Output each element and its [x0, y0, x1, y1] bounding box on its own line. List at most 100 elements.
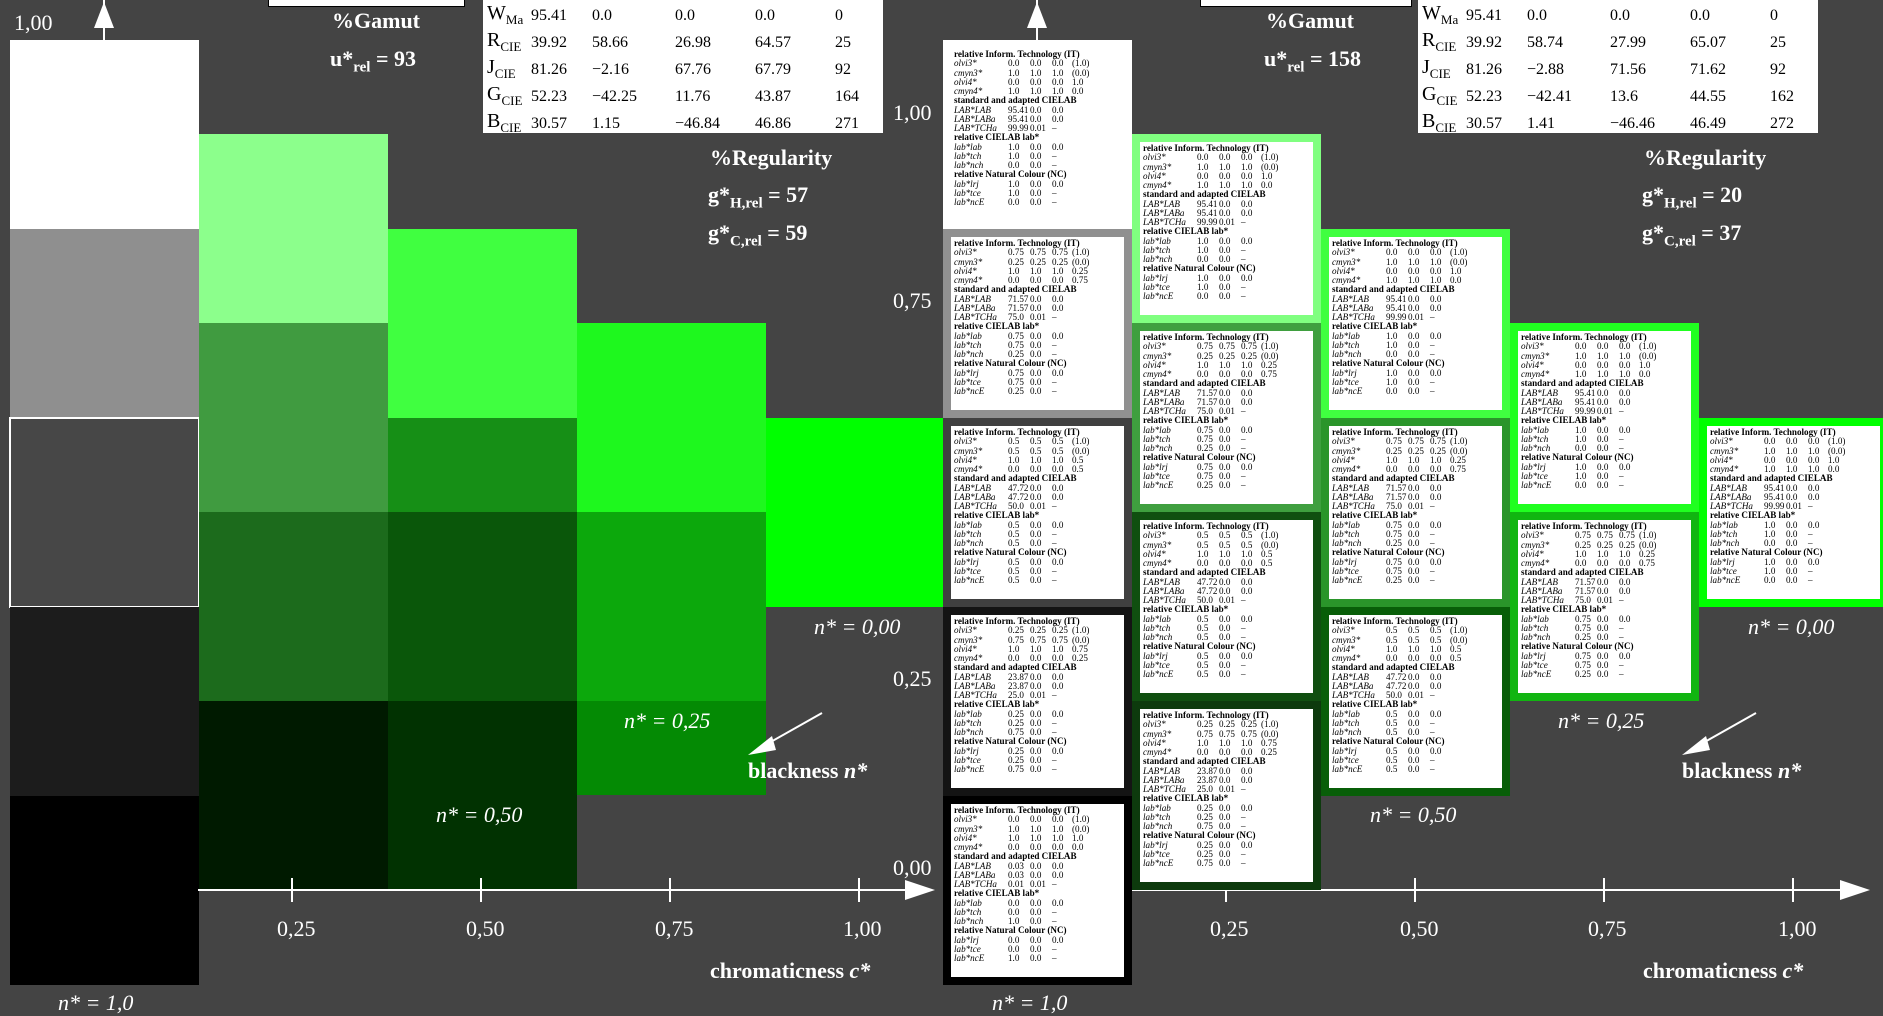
card-row: lab*tce 1.0 0.0– — [1710, 565, 1813, 576]
card-heading: relative Natural Colour (NC) — [1143, 263, 1256, 274]
card-row: lab*tce 0.75 0.0– — [1143, 470, 1246, 481]
table-cell: −2.16 — [592, 61, 630, 78]
card-heading: relative Natural Colour (NC) — [954, 169, 1067, 180]
card-heading: relative CIELAB lab* — [954, 510, 1040, 521]
card-row: olvi4* 1.0 1.0 1.0 0.25 — [1143, 359, 1277, 370]
table-cell: 92 — [835, 61, 851, 78]
patch-c4-r0 — [766, 418, 955, 607]
patch-c3-r0 — [577, 323, 766, 512]
card-row: lab*tch 1.0 0.0– — [1332, 339, 1435, 350]
card-row: lab*lab 1.0 0.0 0.0 — [1143, 235, 1253, 246]
card-row: cmyn4* 0.0 0.0 0.0 0.5 — [954, 463, 1084, 474]
card-row: olvi4* 1.0 1.0 1.0 0.75 — [1143, 737, 1277, 748]
blackness-label-left: blackness n* — [748, 758, 868, 783]
card-c1-r1: relative Inform. Technology (IT) olvi3* 0.… — [1140, 331, 1313, 504]
y-axis-left-arrow — [94, 2, 114, 28]
left-gamut-label: %Gamut — [332, 8, 420, 33]
card-heading: relative Inform. Technology (IT) — [1521, 521, 1647, 531]
card-row: lab*nch 0.75 0.0– — [1143, 820, 1246, 831]
card-row: lab*ncE 0.0 0.0– — [1710, 574, 1813, 585]
card-c1-r0: relative Inform. Technology (IT) olvi3* 0.… — [1140, 142, 1313, 315]
card-c1-r3: relative Inform. Technology (IT) olvi3* 0.… — [1140, 709, 1313, 882]
card-row: cmyn4* 0.0 0.0 0.0 0.75 — [1332, 463, 1466, 474]
card-row: olvi4* 0.0 0.0 0.0 1.0 — [1143, 170, 1273, 181]
card-row: cmyn4* 0.0 0.0 0.0 0.75 — [1143, 368, 1277, 379]
card-c2-r0: relative Inform. Technology (IT) olvi3* 0.… — [1329, 237, 1502, 410]
card-row: lab*tce 0.25 0.0– — [1143, 848, 1246, 859]
card-c0-r4: relative Inform. Technology (IT) olvi3* 0.… — [951, 804, 1124, 977]
y-tick-025: 0,25 — [893, 666, 932, 691]
card-heading: relative Natural Colour (NC) — [954, 736, 1067, 747]
table-cell: 0 — [835, 7, 843, 24]
card-heading: relative Inform. Technology (IT) — [1332, 427, 1458, 437]
blackness-arrowhead-right — [1682, 736, 1710, 755]
card-row: lab*nch 0.5 0.0– — [1143, 631, 1246, 642]
card-heading: standard and adapted CIELAB — [1143, 567, 1266, 578]
card-row: lab*lrj 0.75 0.0 0.0 — [954, 367, 1064, 378]
card-row: lab*lab 0.75 0.0 0.0 — [1143, 424, 1253, 435]
card-row: lab*nch 0.0 0.0– — [1143, 253, 1246, 264]
card-row: LAB*LABa 71.57 0.0 0.0 — [1521, 585, 1631, 596]
patch-c3-r2 — [577, 701, 766, 795]
table-row: BCIE 30.57 1.41 −46.46 46.49 272 — [1418, 110, 1818, 137]
table-cell: 65.07 — [1690, 34, 1726, 51]
card-heading: relative Natural Colour (NC) — [1332, 736, 1445, 747]
card-row: LAB*TCHa 75.0 0.01– — [1332, 500, 1435, 511]
table-cell: 25 — [835, 34, 851, 51]
n000-left: n* = 0,00 — [814, 614, 901, 639]
card-row: LAB*LABa 0.03 0.0 0.0 — [954, 869, 1064, 880]
card-row: lab*tch 1.0 0.0– — [1521, 433, 1624, 444]
table-cell: 58.74 — [1527, 34, 1563, 51]
n050-right: n* = 0,50 — [1370, 802, 1457, 827]
card-row: lab*nch 0.5 0.0– — [954, 537, 1057, 548]
table-row: GCIE 52.23 −42.25 11.76 43.87 164 — [483, 83, 883, 110]
x-tick-100-right: 1,00 — [1778, 916, 1817, 941]
table-cell: 0.0 — [592, 7, 612, 24]
table-row-key: JCIE — [487, 56, 516, 81]
card-heading: standard and adapted CIELAB — [954, 662, 1077, 673]
card-row: lab*lrj 0.25 0.0 0.0 — [1143, 839, 1253, 850]
card-heading: relative CIELAB lab* — [1332, 510, 1418, 521]
card-heading: standard and adapted CIELAB — [1143, 756, 1266, 767]
card-row: lab*tch 0.5 0.0– — [1143, 622, 1246, 633]
card-heading: relative Inform. Technology (IT) — [1143, 521, 1269, 531]
card-row: LAB*LAB 95.41 0.0 0.0 — [1143, 198, 1253, 209]
left-gH-rel: g*H,rel = 57 — [708, 182, 809, 212]
card-row: lab*nch 0.0 0.0– — [1710, 537, 1813, 548]
card-row: lab*tce 1.0 0.0– — [1143, 281, 1246, 292]
card-row: lab*lrj 1.0 0.0 0.0 — [1332, 367, 1442, 378]
table-row: GCIE 52.23 −42.41 13.6 44.55 162 — [1418, 83, 1818, 110]
table-row-key: BCIE — [487, 110, 522, 135]
card-row: lab*tce 0.5 0.0– — [954, 565, 1057, 576]
card-row: cmyn4* 0.0 0.0 0.0 0.5 — [1143, 557, 1273, 568]
card-row: olvi3* 0.0 0.0 0.0 (1.0) — [954, 58, 1090, 69]
table-cell: −46.46 — [1610, 115, 1656, 132]
card-row: lab*nch 1.0 0.0– — [954, 915, 1057, 926]
card-row: lab*ncE 1.0 0.0– — [954, 952, 1057, 963]
card-row: LAB*LABa 95.41 0.0 0.0 — [1332, 302, 1442, 313]
card-row: LAB*LAB 23.87 0.0 0.0 — [1143, 765, 1253, 776]
card-row: LAB*LAB 95.41 0.0 0.0 — [954, 104, 1064, 115]
patch-c1-r2 — [199, 512, 388, 701]
card-row: lab*lab 0.25 0.0 0.0 — [954, 708, 1064, 719]
card-c0-r1: relative Inform. Technology (IT) olvi3* 0.… — [951, 237, 1124, 410]
card-row: cmyn4* 0.0 0.0 0.0 0.25 — [1143, 746, 1277, 757]
card-heading: relative CIELAB lab* — [954, 888, 1040, 899]
card-row: LAB*LABa 47.72 0.0 0.0 — [954, 491, 1064, 502]
table-cell: 92 — [1770, 61, 1786, 78]
table-cell: 0.0 — [755, 7, 775, 24]
card-row: lab*tce 0.5 0.0– — [1143, 659, 1246, 670]
card-row: LAB*TCHa 99.99 0.01– — [954, 122, 1057, 133]
right-table-top-box — [1200, 0, 1412, 7]
card-row: olvi3* 0.75 0.75 0.75 (1.0) — [1521, 530, 1657, 541]
card-row: cmyn4* 1.0 1.0 1.0 0.0 — [954, 85, 1084, 96]
card-row: lab*lrj 0.75 0.0 0.0 — [1521, 650, 1631, 661]
patch-c0-r1b — [10, 323, 199, 418]
table-row-key: RCIE — [1422, 29, 1457, 54]
card-heading: relative Inform. Technology (IT) — [1710, 427, 1836, 437]
card-row: cmyn3* 1.0 1.0 1.0 (0.0) — [1710, 445, 1846, 456]
card-row: lab*tch 1.0 0.0– — [1710, 528, 1813, 539]
card-row: lab*ncE 0.25 0.0– — [1143, 479, 1246, 490]
card-row: lab*tce 0.5 0.0– — [1332, 754, 1435, 765]
card-row: LAB*TCHa 50.0 0.01– — [1332, 689, 1435, 700]
